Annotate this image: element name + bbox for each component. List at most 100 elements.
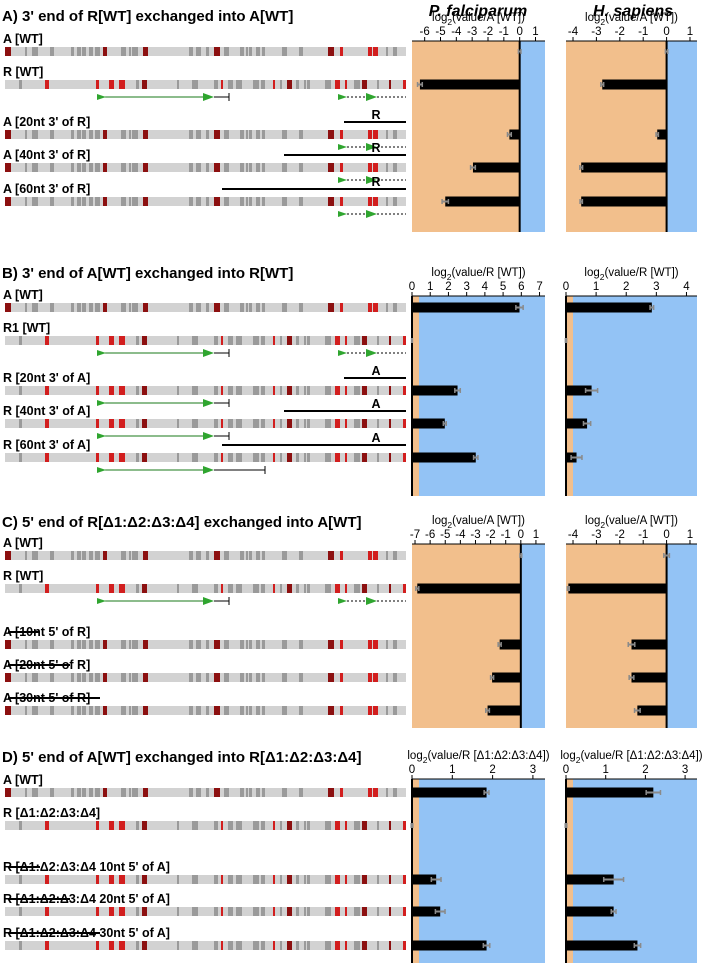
sequence-stripe [256, 788, 260, 797]
sequence-bar [5, 336, 406, 345]
sequence-stripe [119, 386, 125, 395]
sequence-stripe [192, 875, 198, 884]
sequence-stripe [389, 907, 391, 916]
sequence-stripe [89, 197, 93, 206]
primer-arrow [97, 350, 106, 356]
sequence-stripe [403, 453, 406, 462]
sequence-stripe [19, 336, 22, 345]
sequence-stripe [95, 788, 100, 797]
sequence-stripe [386, 706, 388, 715]
axis-label-part: 2 [447, 520, 452, 530]
sequence-stripe [249, 551, 252, 560]
sequence-stripe [325, 419, 331, 428]
sequence-stripe [121, 303, 126, 312]
x-tick-label: 1 [593, 281, 599, 293]
sequence-stripe [189, 130, 193, 139]
sequence-stripe [393, 47, 397, 56]
x-tick-label: -2 [483, 26, 493, 38]
sequence-stripe [95, 163, 100, 172]
sequence-stripe [50, 163, 54, 172]
insert-tag: A [371, 364, 380, 378]
sequence-stripe [368, 788, 372, 797]
sequence-stripe [109, 584, 114, 593]
sequence-stripe [129, 47, 131, 56]
sequence-stripe [32, 303, 38, 312]
construct-label: A [10nt 5' of R] [3, 625, 90, 639]
sequence-stripe [261, 907, 265, 916]
negative-region [412, 544, 521, 728]
sequence-stripe [25, 788, 27, 797]
sequence-stripe [386, 47, 388, 56]
sequence-stripe [389, 80, 391, 89]
sequence-stripe [206, 130, 209, 139]
sequence-stripe [282, 640, 287, 649]
sequence-stripe [386, 551, 388, 560]
sequence-stripe [177, 336, 179, 345]
sequence-stripe [304, 584, 306, 593]
sequence-stripe [71, 130, 74, 139]
sequence-stripe [253, 453, 259, 462]
sequence-stripe [262, 303, 265, 312]
sequence-stripe [307, 941, 310, 950]
sequence-stripe [299, 640, 303, 649]
primer-arrow [97, 433, 106, 439]
sequence-stripe [96, 453, 99, 462]
sequence-stripe [240, 130, 244, 139]
sequence-stripe [249, 197, 252, 206]
sequence-stripe [304, 941, 306, 950]
sequence-stripe [136, 453, 139, 462]
axis-label: log2(value/R [Δ1:Δ2:Δ3:Δ4]) [407, 750, 549, 765]
bar [499, 639, 521, 650]
sequence-stripe [77, 163, 81, 172]
x-tick-label: 1 [532, 26, 538, 38]
sequence-stripe [345, 941, 347, 950]
sequence-stripe [19, 941, 22, 950]
sequence-stripe [261, 80, 265, 89]
sequence-stripe [273, 80, 275, 89]
sequence-stripe [206, 551, 209, 560]
sequence-stripe [236, 386, 242, 395]
sequence-stripe [389, 453, 391, 462]
sequence-stripe [345, 336, 347, 345]
positive-region [666, 544, 697, 728]
sequence-stripe [129, 673, 131, 682]
sequence-stripe [368, 197, 372, 206]
bar [472, 162, 520, 173]
sequence-stripe [304, 821, 306, 830]
x-tick-label: -5 [435, 26, 445, 38]
x-tick-label: -1 [638, 529, 648, 541]
sequence-stripe [386, 130, 388, 139]
sequence-stripe [192, 821, 198, 830]
sequence-stripe [249, 303, 252, 312]
sequence-stripe [296, 875, 299, 884]
sequence-stripe [95, 303, 100, 312]
sequence-stripe [89, 551, 93, 560]
panel-c-title: C) 5' end of R[Δ1:Δ2:Δ3:Δ4] exchanged in… [2, 514, 361, 531]
sequence-stripe [373, 640, 378, 649]
construct-b-3: R [20nt 3' of A] A [3, 364, 406, 407]
primer-arrow [97, 400, 106, 406]
sequence-stripe [206, 163, 209, 172]
primer-arrow [338, 211, 347, 217]
sequence-stripe [143, 197, 148, 206]
sequence-stripe [345, 386, 347, 395]
sequence-stripe [340, 788, 343, 797]
sequence-stripe [121, 551, 126, 560]
sequence-bar [5, 673, 406, 682]
sequence-bar [5, 551, 406, 560]
sequence-stripe [206, 303, 209, 312]
bar [412, 452, 476, 463]
sequence-stripe [77, 197, 81, 206]
sequence-stripe [103, 706, 107, 715]
x-tick-label: -3 [591, 529, 601, 541]
sequence-stripe [307, 907, 310, 916]
sequence-stripe [236, 419, 242, 428]
sequence-stripe [253, 907, 259, 916]
positive-region [573, 779, 697, 963]
sequence-stripe [256, 163, 260, 172]
x-tick-label: 3 [530, 764, 536, 776]
sequence-stripe [280, 584, 282, 593]
x-tick-label: 3 [653, 281, 659, 293]
construct-c-3: A [10nt 5' of R] [3, 625, 406, 649]
